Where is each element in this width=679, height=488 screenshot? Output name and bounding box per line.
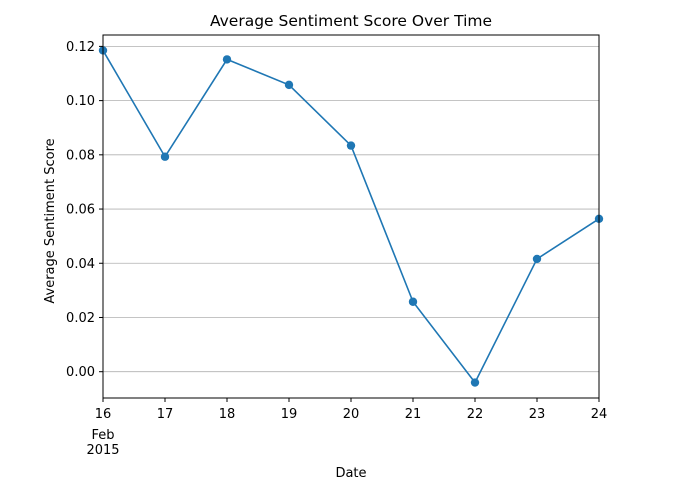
y-tick-label: 0.02	[66, 311, 95, 326]
x-axis-label: Date	[335, 466, 366, 481]
x-tick-sublabel: Feb	[91, 428, 114, 443]
y-tick-label: 0.08	[66, 148, 95, 163]
x-tick-label: 17	[157, 407, 174, 422]
y-axis-label: Average Sentiment Score	[43, 138, 58, 303]
y-tick-label: 0.12	[66, 40, 95, 55]
x-tick-label: 20	[343, 407, 360, 422]
plot-frame	[102, 34, 600, 399]
x-tick-label: 19	[281, 407, 298, 422]
y-tick-label: 0.00	[66, 365, 95, 380]
x-tick-label: 21	[405, 407, 422, 422]
x-tick-label: 24	[591, 407, 608, 422]
x-tick-label: 23	[529, 407, 546, 422]
grid-lines	[103, 45, 599, 373]
x-tick-sublabel: 2015	[86, 443, 119, 458]
x-tick-label: 18	[219, 407, 236, 422]
data-point	[160, 152, 170, 161]
y-tick-label: 0.06	[66, 203, 95, 218]
data-point	[470, 378, 480, 387]
data-point	[284, 80, 294, 90]
y-axis-ticks: 0.00 0.02 0.04 0.06 0.08 0.10 0.12	[66, 40, 103, 380]
x-tick-label: 16	[95, 407, 112, 422]
y-tick-label: 0.04	[66, 257, 95, 272]
data-point	[408, 297, 418, 306]
x-tick-label: 22	[467, 407, 484, 422]
data-point	[222, 55, 232, 64]
data-point	[532, 254, 542, 264]
data-point	[346, 141, 356, 150]
y-tick-label: 0.10	[66, 94, 95, 109]
axes	[102, 34, 600, 399]
chart-title: Average Sentiment Score Over Time	[210, 12, 492, 30]
series-layer	[98, 46, 604, 387]
